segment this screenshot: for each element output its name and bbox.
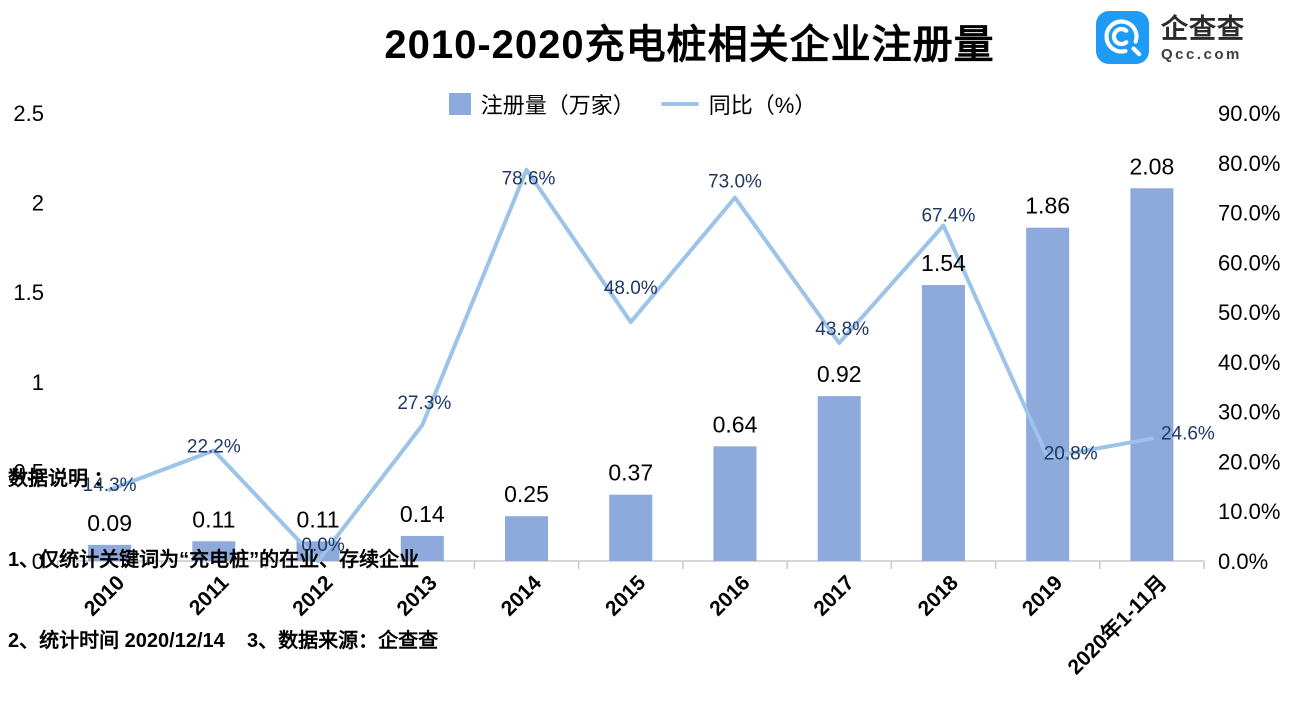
right-axis-tick-label: 70.0% (1218, 201, 1280, 226)
left-axis-tick-label: 2 (32, 191, 44, 216)
bar-2010 (88, 544, 132, 561)
footnote-heading: 数据说明 ： (8, 468, 114, 490)
qcc-logo-domain: Qcc.com (1161, 46, 1242, 63)
right-axis-tick-label: 30.0% (1218, 400, 1280, 425)
x-axis-category-label: 2014 (497, 571, 547, 621)
yoy-value-label: 14.3% (83, 475, 137, 496)
x-axis-category-label: 2015 (601, 571, 651, 621)
yoy-value-label: 24.6% (1161, 424, 1215, 445)
footnote-line-2: 2、统计时间 2020/12/14 3、数据来源：企查查 (8, 630, 439, 652)
right-axis-tick-label: 80.0% (1218, 151, 1280, 176)
footnote-line-1: 1、仅统计关键词为“充电桩”的在业、存续企业 (8, 549, 420, 571)
bar-value-label: 0.64 (713, 411, 758, 437)
bar-value-label: 0.11 (192, 506, 235, 532)
chart-title: 2010-2020充电桩相关企业注册量 (384, 23, 995, 67)
yoy-value-label: 22.2% (187, 436, 241, 457)
right-axis-tick-label: 50.0% (1218, 300, 1280, 325)
bar-value-label: 0.11 (297, 506, 340, 532)
yoy-value-label: 67.4% (921, 205, 975, 226)
yoy-value-label: 78.6% (502, 169, 556, 190)
yoy-line (107, 167, 1154, 563)
right-axis-tick-label: 90.0% (1218, 101, 1280, 126)
right-axis-tick-label: 20.0% (1218, 449, 1280, 474)
x-axis-category-label: 2018 (914, 571, 964, 621)
bar-value-label: 0.14 (400, 501, 445, 527)
bar-2011 (192, 541, 236, 561)
bar-value-label: 0.37 (608, 460, 653, 486)
chart-legend: 注册量（万家） 同比（%） (0, 88, 1265, 120)
bar-2014 (505, 516, 549, 561)
footnotes: 数据说明 ： 1、仅统计关键词为“充电桩”的在业、存续企业 2、统计时间 202… (8, 412, 438, 709)
right-axis-tick-label: 60.0% (1218, 250, 1280, 275)
x-axis-category-label: 2017 (809, 571, 858, 620)
left-axis-tick-label: 0.5 (13, 459, 44, 484)
right-axis-tick-label: 0.0% (1218, 549, 1268, 574)
bar-value-label: 1.54 (921, 250, 966, 276)
bar-2019 (1026, 227, 1070, 562)
line-swatch-icon (660, 102, 699, 106)
right-axis-tick-label: 40.0% (1218, 350, 1280, 375)
legend-label-yoy: 同比（%） (708, 93, 817, 118)
yoy-value-label: 0.0% (301, 535, 344, 556)
bar-2018 (921, 285, 965, 561)
bar-value-label: 0.25 (504, 481, 549, 507)
yoy-value-label: 20.8% (1044, 443, 1098, 464)
legend-item-registrations: 注册量（万家） (448, 88, 635, 120)
bar-value-label: 0.09 (87, 510, 132, 536)
qcc-logo-name: 企查查 (1161, 14, 1245, 44)
bar-2016 (713, 446, 757, 561)
yoy-value-label: 48.0% (604, 278, 658, 299)
x-axis-category-label: 2020年1-11月 (1063, 571, 1172, 680)
qcc-logo: 企查查 Qcc.com (1095, 10, 1245, 65)
left-axis-tick-label: 1 (32, 370, 44, 395)
right-axis-tick-label: 10.0% (1218, 499, 1280, 524)
x-axis-category-label: 2016 (705, 571, 754, 620)
yoy-value-label: 73.0% (708, 172, 762, 193)
bar-value-label: 1.86 (1025, 193, 1070, 219)
bar-value-label: 0.92 (817, 361, 862, 387)
bar-swatch-icon (448, 93, 471, 115)
legend-item-yoy: 同比（%） (660, 88, 817, 120)
left-axis-tick-label: 2.5 (13, 101, 44, 126)
bar-2013 (400, 535, 444, 561)
qcc-magnifier-icon (1096, 11, 1149, 64)
bar-2015 (609, 494, 653, 561)
yoy-value-label: 27.3% (397, 393, 451, 414)
left-axis-tick-label: 0 (32, 549, 44, 574)
bar-value-label: 2.08 (1130, 153, 1175, 179)
x-axis-category-label: 2019 (1018, 571, 1067, 620)
legend-label-registrations: 注册量（万家） (480, 93, 635, 118)
bar-2017 (817, 396, 861, 561)
left-axis-tick-label: 1.5 (13, 280, 44, 305)
yoy-value-label: 43.8% (815, 319, 869, 340)
bar-2020年1-11月 (1130, 188, 1174, 562)
qcc-logo-text: 企查查 Qcc.com (1161, 10, 1245, 63)
